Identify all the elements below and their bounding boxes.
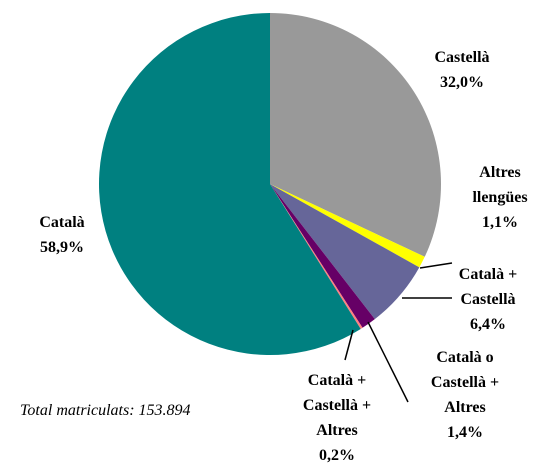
slice-value: 32,0%	[440, 74, 484, 91]
slice-label: Castellà 32,0%	[417, 45, 507, 95]
slice-value: 1,1%	[482, 214, 518, 231]
slice-label: Català o Castellà + Altres 1,4%	[420, 345, 510, 445]
slice-name: Castellà	[434, 49, 490, 66]
slice-label: Català + Castellà + Altres 0,2%	[292, 368, 382, 468]
pie-slice	[270, 184, 425, 268]
pie-slice	[99, 13, 361, 355]
slice-name: Català + Castellà + Altres	[302, 372, 372, 439]
slice-label: Català 58,9%	[17, 210, 107, 260]
slice-value: 1,4%	[447, 424, 483, 441]
slice-label: Altres llengües 1,1%	[455, 160, 540, 235]
pie-slice	[270, 184, 375, 328]
leader-line	[419, 262, 453, 269]
slice-value: 6,4%	[470, 316, 506, 333]
slice-name: Català + Castellà	[458, 266, 518, 308]
slice-value: 0,2%	[319, 447, 355, 464]
pie-slice	[270, 184, 420, 320]
slice-name: Català	[39, 214, 85, 231]
slice-value: 58,9%	[40, 239, 84, 256]
leader-lines	[344, 262, 453, 403]
slice-name: Altres llengües	[472, 164, 528, 206]
pie-slice	[270, 13, 441, 257]
pie	[99, 13, 441, 355]
slice-name: Català o Castellà + Altres	[430, 349, 500, 416]
leader-line	[367, 321, 409, 403]
pie-slice	[270, 184, 363, 329]
total-note: Total matriculats: 153.894	[20, 402, 191, 419]
slice-label: Català + Castellà 6,4%	[443, 262, 533, 337]
leader-line	[344, 329, 354, 361]
